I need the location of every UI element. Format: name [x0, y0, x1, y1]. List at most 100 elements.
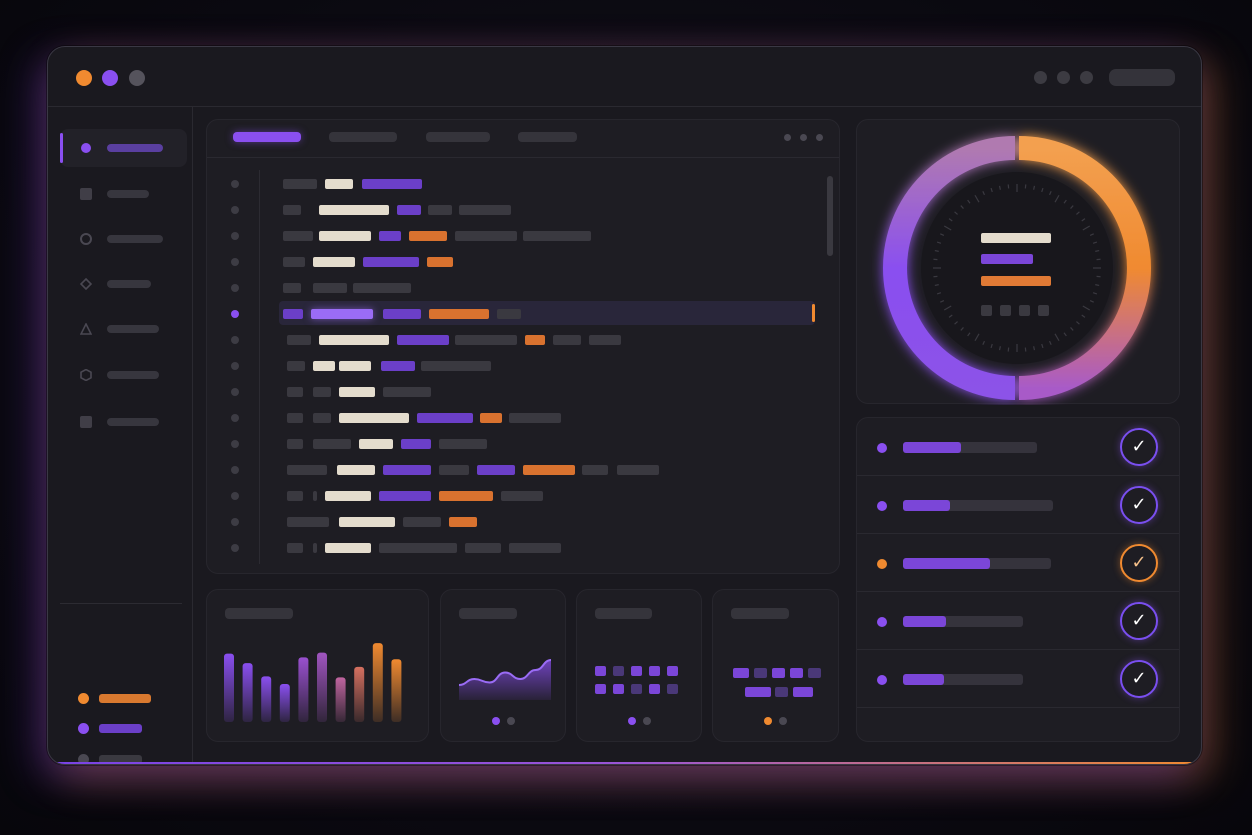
line-marker[interactable]: [231, 258, 239, 266]
toolbar-dot-3[interactable]: [1080, 71, 1093, 84]
code-token: [449, 517, 477, 527]
grid-cell: [667, 666, 678, 676]
grid-widget-a: [576, 589, 702, 742]
sidebar-item-4[interactable]: [60, 265, 187, 303]
gauge-tick: [1095, 249, 1100, 252]
page-dot-active[interactable]: [492, 717, 500, 725]
code-line[interactable]: [231, 490, 791, 502]
page-dot-active[interactable]: [764, 717, 772, 725]
code-line[interactable]: [231, 308, 791, 320]
gauge-tick: [1048, 191, 1052, 196]
editor-tab-bar: [207, 120, 839, 158]
line-marker[interactable]: [231, 232, 239, 240]
editor-scrollbar[interactable]: [827, 176, 833, 256]
task-progress-fill: [903, 674, 944, 685]
line-marker[interactable]: [231, 206, 239, 214]
code-line[interactable]: [231, 516, 791, 528]
code-line[interactable]: [231, 334, 791, 346]
code-token: [339, 361, 371, 371]
code-line[interactable]: [231, 256, 791, 268]
sidebar-item-2[interactable]: [60, 175, 187, 213]
checkmark-icon[interactable]: ✓: [1120, 660, 1158, 698]
code-line[interactable]: [231, 464, 791, 476]
task-row[interactable]: ✓: [857, 418, 1179, 476]
code-line[interactable]: [231, 386, 791, 398]
code-line[interactable]: [231, 178, 791, 190]
toolbar-action-button[interactable]: [1109, 69, 1175, 86]
maximize-window-button[interactable]: [129, 70, 145, 86]
code-token: [465, 543, 501, 553]
minimize-window-button[interactable]: [102, 70, 118, 86]
tab-2[interactable]: [329, 132, 397, 142]
more-options-icon[interactable]: [784, 134, 791, 141]
more-options-icon[interactable]: [800, 134, 807, 141]
page-dot-active[interactable]: [628, 717, 636, 725]
line-marker[interactable]: [231, 518, 239, 526]
gauge-tick: [1070, 327, 1074, 331]
code-line[interactable]: [231, 230, 791, 242]
toolbar-dot-2[interactable]: [1057, 71, 1070, 84]
grid-cell: [733, 668, 749, 678]
code-line[interactable]: [231, 282, 791, 294]
checkmark-icon[interactable]: ✓: [1120, 486, 1158, 524]
page-dot[interactable]: [643, 717, 651, 725]
page-dot[interactable]: [779, 717, 787, 725]
line-marker[interactable]: [231, 492, 239, 500]
task-row[interactable]: ✓: [857, 650, 1179, 708]
tab-4[interactable]: [518, 132, 577, 142]
checkmark-icon[interactable]: ✓: [1120, 602, 1158, 640]
square-icon: [80, 416, 92, 428]
line-marker[interactable]: [231, 180, 239, 188]
gauge-tick: [982, 191, 986, 196]
grid-cell: [613, 666, 624, 676]
code-token: [497, 309, 521, 319]
close-window-button[interactable]: [76, 70, 92, 86]
page-dot[interactable]: [507, 717, 515, 725]
sidebar-item-7[interactable]: [60, 403, 187, 441]
widget-title: [225, 608, 293, 619]
line-marker[interactable]: [231, 440, 239, 448]
line-marker[interactable]: [231, 466, 239, 474]
tab-3[interactable]: [426, 132, 490, 142]
code-token: [313, 283, 347, 293]
sidebar: [48, 107, 193, 764]
code-token: [339, 387, 375, 397]
code-token: [509, 413, 561, 423]
gauge-tick: [982, 340, 986, 345]
code-line[interactable]: [231, 542, 791, 554]
code-line[interactable]: [231, 412, 791, 424]
sidebar-item-6[interactable]: [60, 356, 187, 394]
line-marker[interactable]: [231, 310, 239, 318]
code-token: [287, 491, 303, 501]
line-marker[interactable]: [231, 362, 239, 370]
gauge-tick: [1054, 333, 1060, 342]
code-token: [287, 465, 327, 475]
toolbar-dot-1[interactable]: [1034, 71, 1047, 84]
code-token: [313, 387, 331, 397]
task-row[interactable]: ✓: [857, 592, 1179, 650]
code-token: [397, 205, 421, 215]
code-editor-panel: [206, 119, 840, 574]
tab-1[interactable]: [233, 132, 301, 142]
line-marker[interactable]: [231, 414, 239, 422]
gauge-tick: [967, 332, 971, 337]
code-token: [287, 361, 305, 371]
sidebar-item-1[interactable]: [60, 129, 187, 167]
line-marker[interactable]: [231, 336, 239, 344]
checkmark-icon[interactable]: ✓: [1120, 544, 1158, 582]
code-line[interactable]: [231, 204, 791, 216]
checkmark-icon[interactable]: ✓: [1120, 428, 1158, 466]
task-row[interactable]: ✓: [857, 534, 1179, 592]
line-marker[interactable]: [231, 544, 239, 552]
line-marker[interactable]: [231, 284, 239, 292]
sidebar-item-3[interactable]: [60, 220, 187, 258]
code-line[interactable]: [231, 360, 791, 372]
task-status-dot: [877, 675, 887, 685]
sidebar-item-5[interactable]: [60, 310, 187, 348]
gauge-tick: [1089, 299, 1094, 303]
line-marker[interactable]: [231, 388, 239, 396]
code-line[interactable]: [231, 438, 791, 450]
more-options-icon[interactable]: [816, 134, 823, 141]
task-row[interactable]: ✓: [857, 476, 1179, 534]
sidebar-item-label: [107, 190, 149, 198]
